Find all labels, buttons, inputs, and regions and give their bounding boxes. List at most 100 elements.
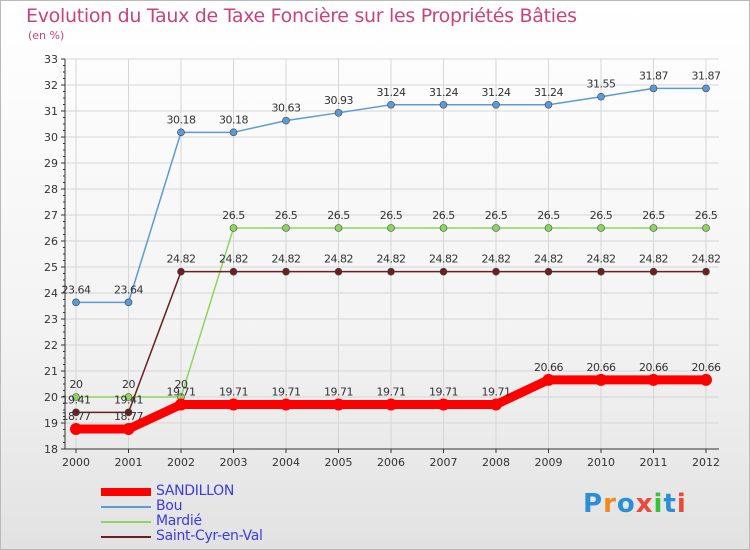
- data-label-mardi-2009: 26.5: [537, 209, 560, 222]
- x-tick-label-2005: 2005: [325, 456, 353, 469]
- data-label-bou-2011: 31.87: [639, 69, 668, 82]
- data-label-mardi-2008: 26.5: [485, 209, 508, 222]
- point-sandillon-2007: [437, 398, 450, 411]
- y-tick-label-21: 21: [44, 365, 58, 378]
- data-label-bou-2005: 30.93: [324, 94, 353, 107]
- point-bou-2006: [387, 100, 395, 109]
- point-bou-2002: [177, 128, 185, 137]
- data-label-mardi-2001: 20: [122, 378, 135, 391]
- data-label-bou-2008: 31.24: [482, 86, 511, 99]
- y-tick-label-24: 24: [44, 287, 58, 300]
- point-saint-cyr-en-val-2006: [387, 267, 395, 276]
- data-label-sandillon-2009: 20.66: [534, 361, 563, 374]
- point-mardi-2008: [492, 224, 500, 232]
- y-tick-label-32: 32: [44, 79, 58, 92]
- point-bou-2007: [439, 100, 448, 109]
- data-label-saint-cyr-en-val-2011: 24.82: [639, 253, 668, 266]
- legend-label-bou: Bou: [156, 498, 183, 514]
- point-mardi-2012: [702, 224, 710, 232]
- point-saint-cyr-en-val-2010: [597, 267, 605, 276]
- data-label-sandillon-2006: 19.71: [377, 386, 406, 399]
- point-mardi-2004: [282, 224, 290, 232]
- point-saint-cyr-en-val-2012: [702, 267, 710, 276]
- point-bou-2004: [282, 116, 290, 125]
- y-tick-label-25: 25: [44, 261, 58, 274]
- data-label-sandillon-2002: 19.71: [167, 386, 196, 399]
- point-bou-2010: [597, 92, 605, 101]
- data-label-mardi-2000: 20: [70, 378, 83, 391]
- data-label-saint-cyr-en-val-2002: 24.82: [167, 253, 196, 266]
- point-bou-2011: [649, 84, 658, 93]
- data-label-sandillon-2003: 19.71: [219, 386, 248, 399]
- logo-letter: i: [676, 489, 687, 519]
- data-label-bou-2010: 31.55: [587, 78, 616, 91]
- x-tick-label-2003: 2003: [220, 456, 248, 469]
- point-bou-2008: [492, 100, 500, 109]
- data-label-mardi-2011: 26.5: [642, 209, 665, 222]
- data-label-saint-cyr-en-val-2003: 24.82: [219, 253, 248, 266]
- data-label-sandillon-2010: 20.66: [587, 361, 616, 374]
- data-label-saint-cyr-en-val-2005: 24.82: [324, 253, 353, 266]
- y-tick-label-20: 20: [44, 391, 58, 404]
- point-saint-cyr-en-val-2009: [544, 267, 553, 276]
- data-label-mardi-2002: 20: [175, 378, 188, 391]
- data-label-saint-cyr-en-val-2000: 19.41: [62, 393, 91, 406]
- data-label-bou-2003: 30.18: [219, 113, 248, 126]
- data-label-mardi-2012: 26.5: [695, 209, 718, 222]
- data-label-saint-cyr-en-val-2010: 24.82: [587, 253, 616, 266]
- y-tick-label-19: 19: [44, 417, 58, 430]
- point-sandillon-2008: [490, 398, 502, 411]
- point-saint-cyr-en-val-2011: [649, 267, 658, 276]
- point-mardi-2011: [649, 224, 658, 232]
- point-mardi-2007: [439, 224, 448, 232]
- data-label-mardi-2005: 26.5: [327, 209, 350, 222]
- data-label-bou-2007: 31.24: [429, 86, 458, 99]
- point-mardi-2001: [124, 393, 133, 401]
- point-bou-2001: [124, 298, 133, 307]
- point-sandillon-2005: [332, 398, 345, 411]
- point-saint-cyr-en-val-2002: [177, 267, 185, 276]
- legend-swatch-sandillon: [101, 488, 151, 496]
- point-mardi-2009: [544, 224, 553, 232]
- legend-label-saint-cyr-en-val: Saint-Cyr-en-Val: [156, 528, 263, 544]
- data-label-bou-2006: 31.24: [377, 86, 406, 99]
- legend-swatch-bou: [101, 506, 151, 508]
- point-saint-cyr-en-val-2008: [492, 267, 500, 276]
- point-mardi-2010: [597, 224, 605, 232]
- data-label-bou-2004: 30.63: [272, 102, 301, 115]
- data-label-saint-cyr-en-val-2004: 24.82: [272, 253, 301, 266]
- data-label-saint-cyr-en-val-2009: 24.82: [534, 253, 563, 266]
- x-tick-label-2011: 2011: [640, 456, 668, 469]
- y-tick-label-27: 27: [44, 209, 58, 222]
- point-bou-2003: [229, 128, 238, 137]
- data-label-sandillon-2007: 19.71: [429, 386, 458, 399]
- data-label-sandillon-2012: 20.66: [692, 361, 721, 374]
- legend-swatch-mardie: [101, 521, 151, 523]
- y-tick-label-28: 28: [44, 183, 58, 196]
- point-sandillon-2003: [227, 398, 240, 411]
- point-sandillon-2002: [175, 398, 187, 411]
- point-mardi-2005: [334, 224, 343, 232]
- point-sandillon-2001: [122, 422, 135, 435]
- data-label-mardi-2006: 26.5: [380, 209, 403, 222]
- logo-letter: o: [616, 489, 636, 519]
- logo-letter: t: [663, 489, 677, 519]
- point-saint-cyr-en-val-2005: [334, 267, 343, 276]
- point-mardi-2003: [229, 224, 238, 232]
- y-tick-label-23: 23: [44, 313, 58, 326]
- data-label-saint-cyr-en-val-2008: 24.82: [482, 253, 511, 266]
- data-label-sandillon-2005: 19.71: [324, 386, 353, 399]
- x-tick-label-2007: 2007: [430, 456, 458, 469]
- logo-letter: i: [653, 489, 664, 519]
- point-sandillon-2011: [647, 373, 660, 386]
- point-saint-cyr-en-val-2007: [439, 267, 448, 276]
- y-tick-label-31: 31: [44, 105, 58, 118]
- x-tick-label-2001: 2001: [115, 456, 143, 469]
- legend-swatch-saint-cyr-en-val: [101, 536, 151, 538]
- legend-label-sandillon: SANDILLON: [156, 483, 234, 499]
- x-tick-label-2002: 2002: [167, 456, 195, 469]
- point-bou-2012: [702, 84, 710, 93]
- data-label-bou-2001: 23.64: [114, 283, 143, 296]
